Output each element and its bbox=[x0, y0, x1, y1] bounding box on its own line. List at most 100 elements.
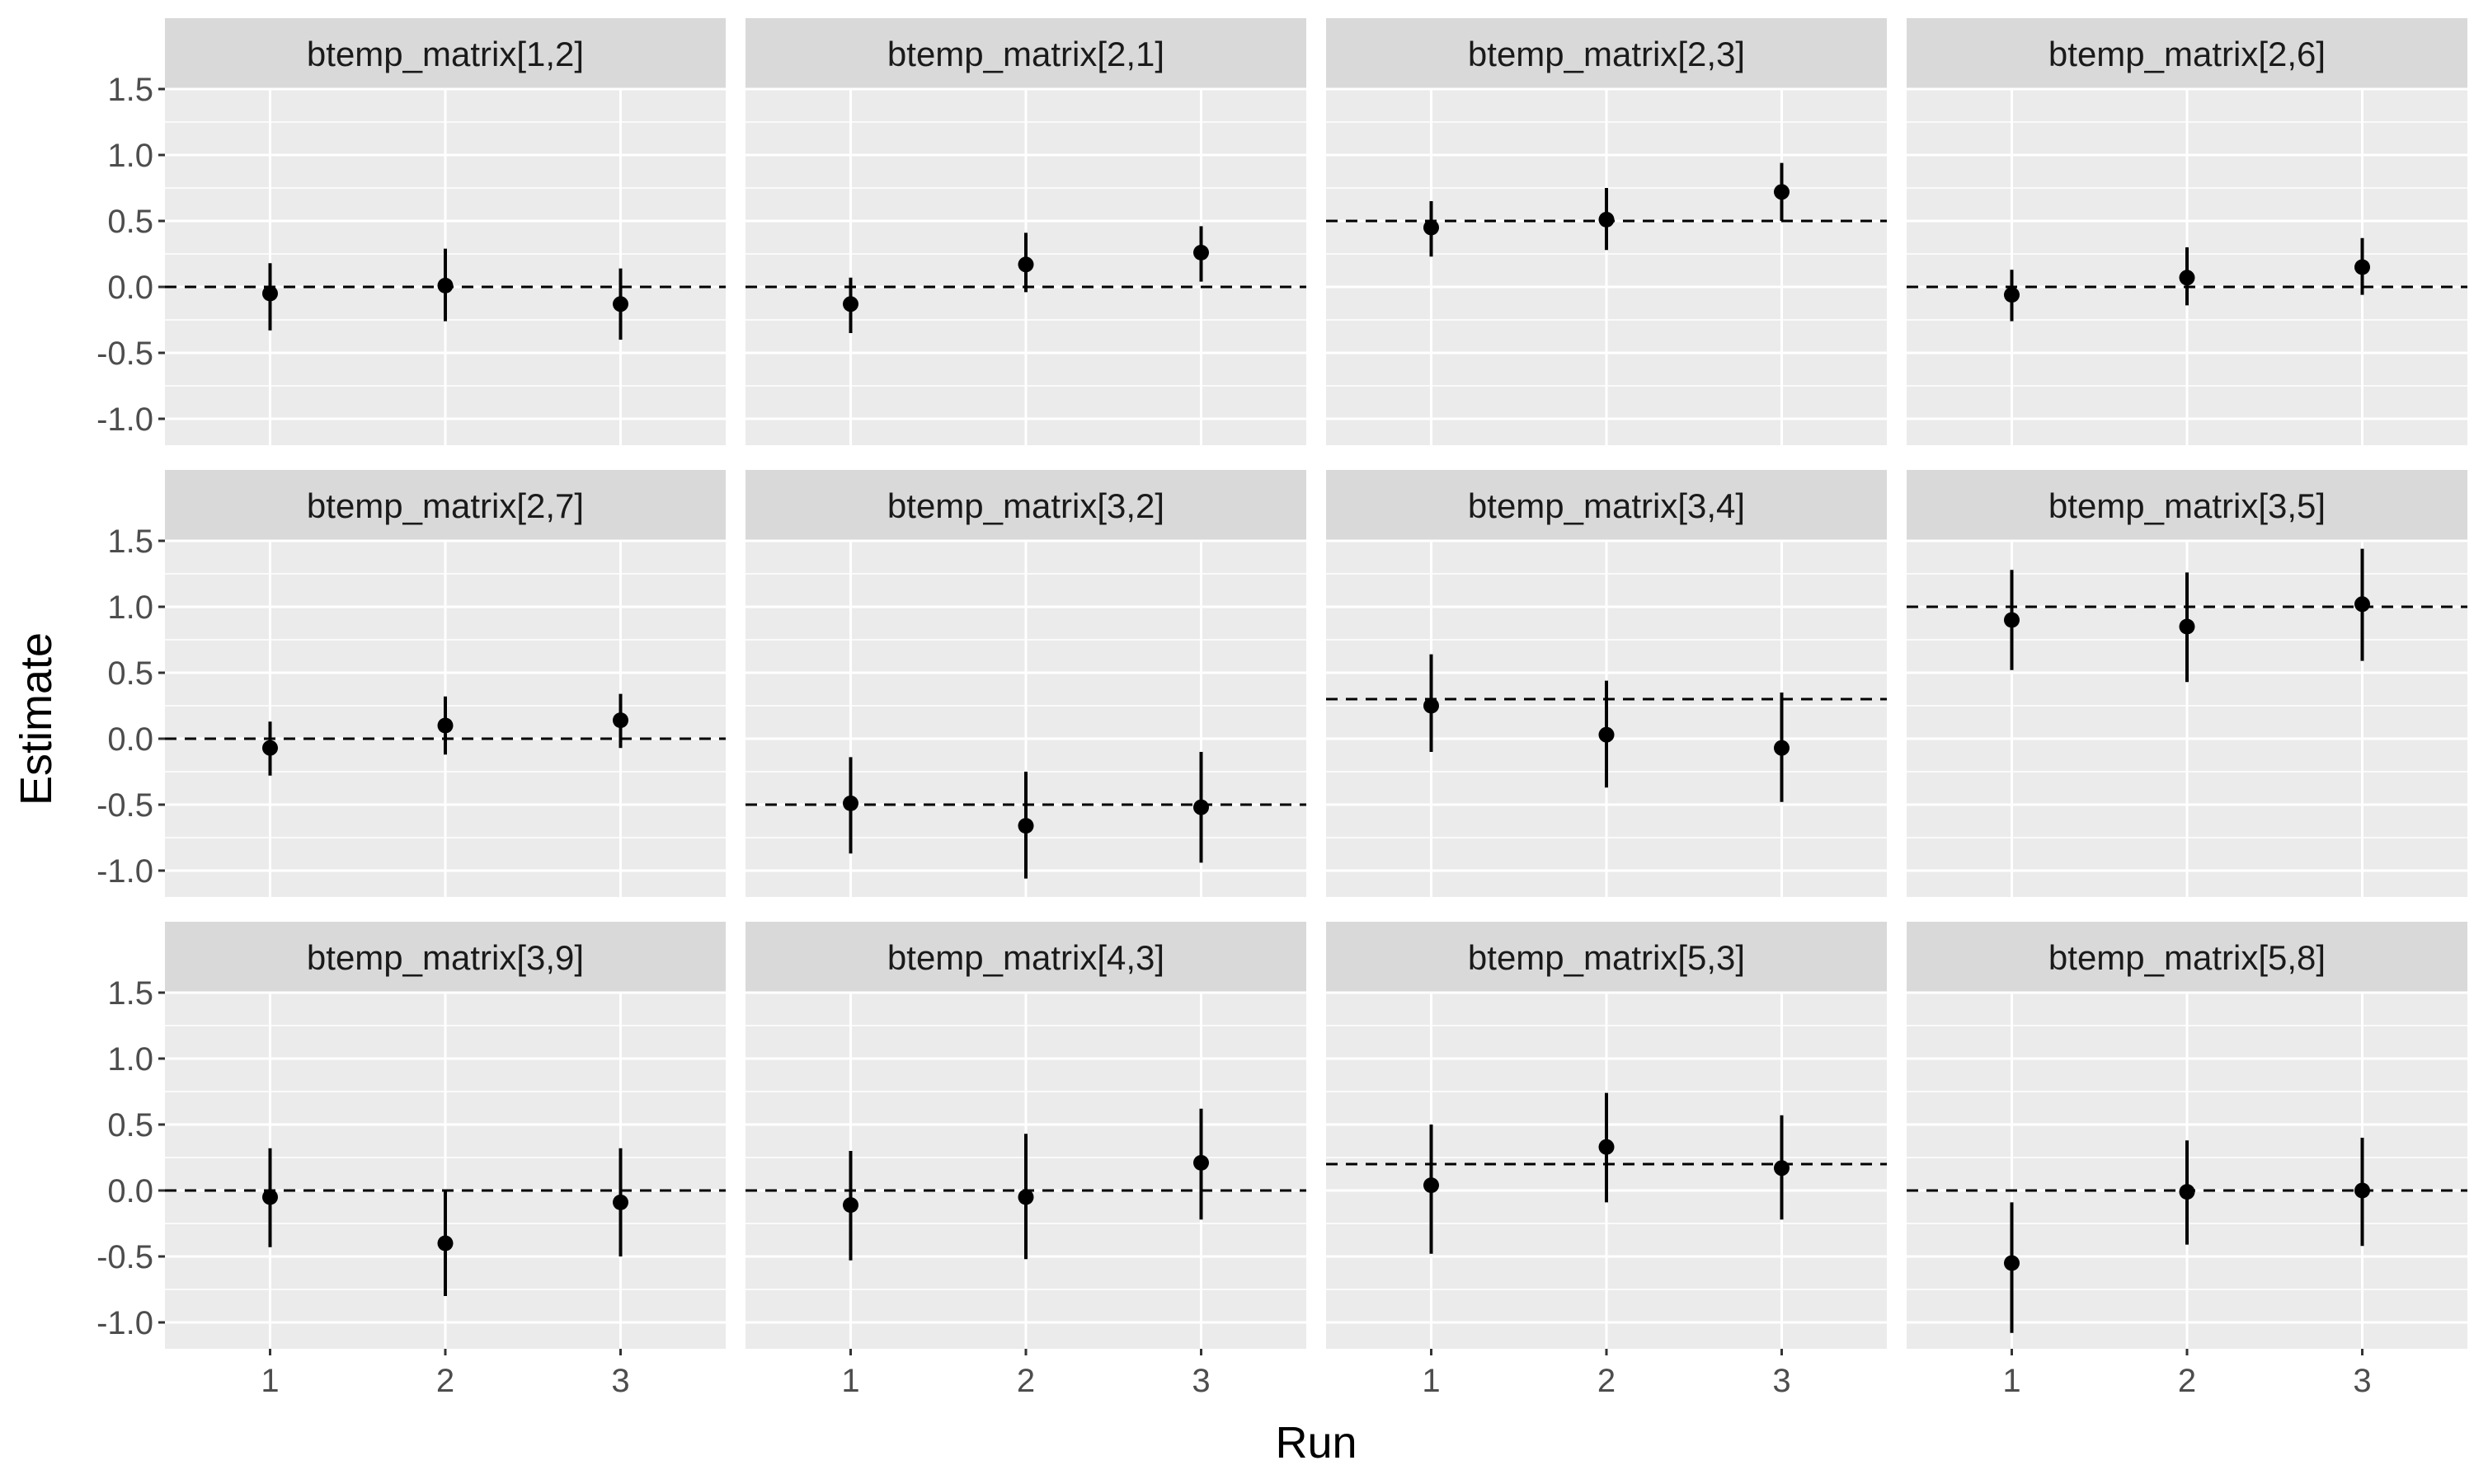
data-point bbox=[1018, 1189, 1034, 1205]
y-tick-label: -1.0 bbox=[96, 1305, 153, 1341]
facet-title: btemp_matrix[5,3] bbox=[1468, 938, 1745, 977]
y-tick-label: -0.5 bbox=[96, 1239, 153, 1275]
data-point bbox=[613, 1194, 628, 1210]
facet-title: btemp_matrix[2,6] bbox=[2048, 35, 2326, 73]
facet-title: btemp_matrix[3,5] bbox=[2048, 486, 2326, 525]
facet-strip bbox=[165, 18, 726, 89]
facet-panel: btemp_matrix[2,6] bbox=[1907, 18, 2467, 445]
facet-title: btemp_matrix[2,3] bbox=[1468, 35, 1745, 73]
y-tick-label: 0.0 bbox=[107, 721, 153, 758]
x-tick-label: 2 bbox=[1017, 1363, 1035, 1399]
facet-panel: btemp_matrix[5,3] 1 2 3 bbox=[1326, 922, 1887, 1399]
facet-title: btemp_matrix[2,7] bbox=[307, 486, 584, 525]
data-point bbox=[2354, 259, 2370, 275]
data-point bbox=[437, 1235, 454, 1252]
data-point bbox=[2179, 270, 2195, 286]
x-axis-title: Run bbox=[1275, 1418, 1357, 1468]
facet-strip bbox=[1326, 922, 1887, 993]
data-point bbox=[2354, 596, 2370, 613]
data-point bbox=[2179, 1184, 2195, 1200]
data-point bbox=[843, 1197, 858, 1214]
data-point bbox=[1598, 211, 1615, 228]
facet-title: btemp_matrix[2,1] bbox=[887, 35, 1164, 73]
data-point bbox=[1423, 1177, 1439, 1194]
data-point bbox=[1193, 799, 1209, 815]
x-tick-label: 3 bbox=[1772, 1363, 1790, 1399]
data-point bbox=[2004, 1255, 2020, 1271]
x-tick-label: 1 bbox=[1422, 1363, 1440, 1399]
data-point bbox=[1193, 244, 1209, 261]
data-point bbox=[613, 712, 628, 729]
data-point bbox=[843, 795, 858, 811]
y-axis-title: Estimate bbox=[12, 632, 61, 805]
y-tick-label: 1.0 bbox=[107, 589, 153, 626]
y-tick-label: 0.5 bbox=[107, 204, 153, 240]
facet-strip bbox=[745, 922, 1306, 993]
x-tick-label: 1 bbox=[2002, 1363, 2020, 1399]
x-tick-label: 3 bbox=[611, 1363, 629, 1399]
data-point bbox=[613, 296, 628, 312]
x-tick-label: 1 bbox=[261, 1363, 279, 1399]
facet-title: btemp_matrix[3,2] bbox=[887, 486, 1164, 525]
facet-strip bbox=[1907, 470, 2467, 541]
facet-strip bbox=[165, 470, 726, 541]
data-point bbox=[262, 1189, 278, 1205]
facet-title: btemp_matrix[5,8] bbox=[2048, 938, 2326, 977]
facet-panel: btemp_matrix[4,3] 1 2 3 bbox=[745, 922, 1306, 1399]
y-tick-label: -1.0 bbox=[96, 853, 153, 890]
y-tick-label: 1.5 bbox=[107, 975, 153, 1012]
data-point bbox=[1774, 740, 1790, 756]
x-tick-label: 3 bbox=[2353, 1363, 2371, 1399]
facet-strip bbox=[745, 470, 1306, 541]
data-point bbox=[1774, 184, 1790, 200]
facet-panel: btemp_matrix[3,9] 1.5 1.0 0.5 0.0 -0.5 -1.0 1 2 3 bbox=[96, 922, 726, 1399]
facet-title: btemp_matrix[3,4] bbox=[1468, 486, 1745, 525]
y-tick-label: -0.5 bbox=[96, 336, 153, 372]
data-point bbox=[1774, 1160, 1790, 1176]
facet-strip bbox=[1326, 470, 1887, 541]
data-point bbox=[1018, 256, 1034, 273]
data-point bbox=[437, 277, 454, 294]
y-tick-label: 0.0 bbox=[107, 1173, 153, 1209]
data-point bbox=[843, 296, 858, 312]
facet-panel: btemp_matrix[5,8] 1 2 3 bbox=[1907, 922, 2467, 1399]
facet-panel: btemp_matrix[3,2] bbox=[745, 470, 1306, 897]
data-point bbox=[2004, 612, 2020, 628]
facet-panels: btemp_matrix[1,2]1.51.00.50.0-0.5-1.0bte… bbox=[96, 18, 2467, 1399]
y-tick-label: 0.0 bbox=[107, 270, 153, 306]
data-point bbox=[262, 740, 278, 756]
facet-strip bbox=[1326, 18, 1887, 89]
facet-strip bbox=[1907, 18, 2467, 89]
data-point bbox=[1018, 818, 1034, 834]
facet-title: btemp_matrix[1,2] bbox=[307, 35, 584, 73]
facet-title: btemp_matrix[4,3] bbox=[887, 938, 1164, 977]
y-tick-label: -1.0 bbox=[96, 402, 153, 438]
y-tick-label: -0.5 bbox=[96, 787, 153, 824]
facet-strip bbox=[165, 922, 726, 993]
y-tick-label: 1.5 bbox=[107, 524, 153, 560]
y-tick-label: 1.0 bbox=[107, 138, 153, 174]
x-tick-label: 2 bbox=[436, 1363, 454, 1399]
facet-strip bbox=[745, 18, 1306, 89]
facet-panel: btemp_matrix[2,1] bbox=[745, 18, 1306, 445]
data-point bbox=[1423, 697, 1439, 714]
data-point bbox=[1598, 1139, 1615, 1155]
facet-panel: btemp_matrix[2,3] bbox=[1326, 18, 1887, 445]
x-tick-label: 2 bbox=[1597, 1363, 1616, 1399]
facet-panel: btemp_matrix[2,7] 1.5 1.0 0.5 0.0 -0.5 -1.0 bbox=[96, 470, 726, 897]
data-point bbox=[437, 717, 454, 734]
data-point bbox=[2179, 618, 2195, 635]
data-point bbox=[1193, 1154, 1209, 1171]
y-tick-label: 1.0 bbox=[107, 1041, 153, 1078]
facet-title: btemp_matrix[3,9] bbox=[307, 938, 584, 977]
data-point bbox=[2004, 287, 2020, 303]
data-point bbox=[262, 285, 278, 302]
facet-panel: btemp_matrix[3,5] bbox=[1907, 470, 2467, 897]
data-point bbox=[2354, 1182, 2370, 1199]
facet-strip bbox=[1907, 922, 2467, 993]
data-point bbox=[1423, 219, 1439, 236]
y-tick-label: 1.5 bbox=[107, 72, 153, 108]
facet-panel: btemp_matrix[1,2] 1.5 1.0 0.5 0.0 -0.5 -1.0 bbox=[96, 18, 726, 445]
y-tick-label: 0.5 bbox=[107, 655, 153, 692]
